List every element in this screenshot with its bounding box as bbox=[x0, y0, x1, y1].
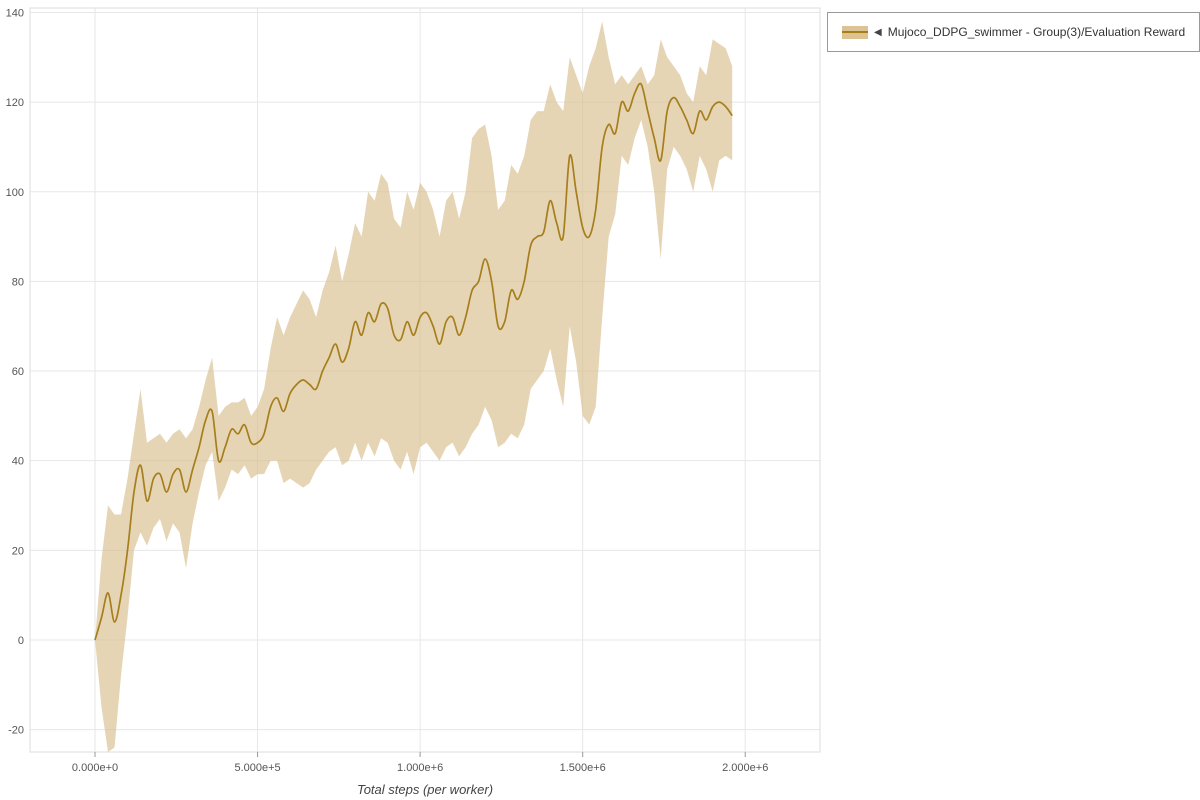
legend[interactable]: ◀ Mujoco_DDPG_swimmer - Group(3)/Evaluat… bbox=[827, 12, 1200, 52]
mean-line bbox=[94, 82, 733, 641]
y-tick-label: 140 bbox=[6, 7, 24, 19]
y-tick-label: 0 bbox=[18, 635, 24, 647]
x-axis-title: Total steps (per worker) bbox=[356, 782, 494, 797]
x-tick-label: 1.000e+6 bbox=[397, 762, 443, 774]
legend-swatch bbox=[842, 25, 868, 39]
y-tick-label: 120 bbox=[6, 97, 24, 109]
x-tick-label: 0.000e+0 bbox=[72, 762, 118, 774]
y-tick-label: 100 bbox=[6, 187, 24, 199]
y-tick-label: 80 bbox=[12, 276, 24, 288]
y-tick-label: 40 bbox=[12, 456, 24, 468]
x-tick-label: 5.000e+5 bbox=[234, 762, 280, 774]
x-tick-label: 2.000e+6 bbox=[722, 762, 768, 774]
legend-toggle-icon[interactable]: ◀ bbox=[874, 26, 882, 38]
y-tick-label: 60 bbox=[12, 366, 24, 378]
legend-label: Mujoco_DDPG_swimmer - Group(3)/Evaluatio… bbox=[887, 25, 1186, 39]
y-tick-label: 20 bbox=[12, 545, 24, 557]
legend-swatch-line bbox=[842, 30, 868, 33]
confidence-band bbox=[95, 21, 733, 752]
plot-border bbox=[29, 7, 821, 753]
x-tick-label: 1.500e+6 bbox=[560, 762, 606, 774]
y-tick-label: -20 bbox=[8, 725, 24, 737]
